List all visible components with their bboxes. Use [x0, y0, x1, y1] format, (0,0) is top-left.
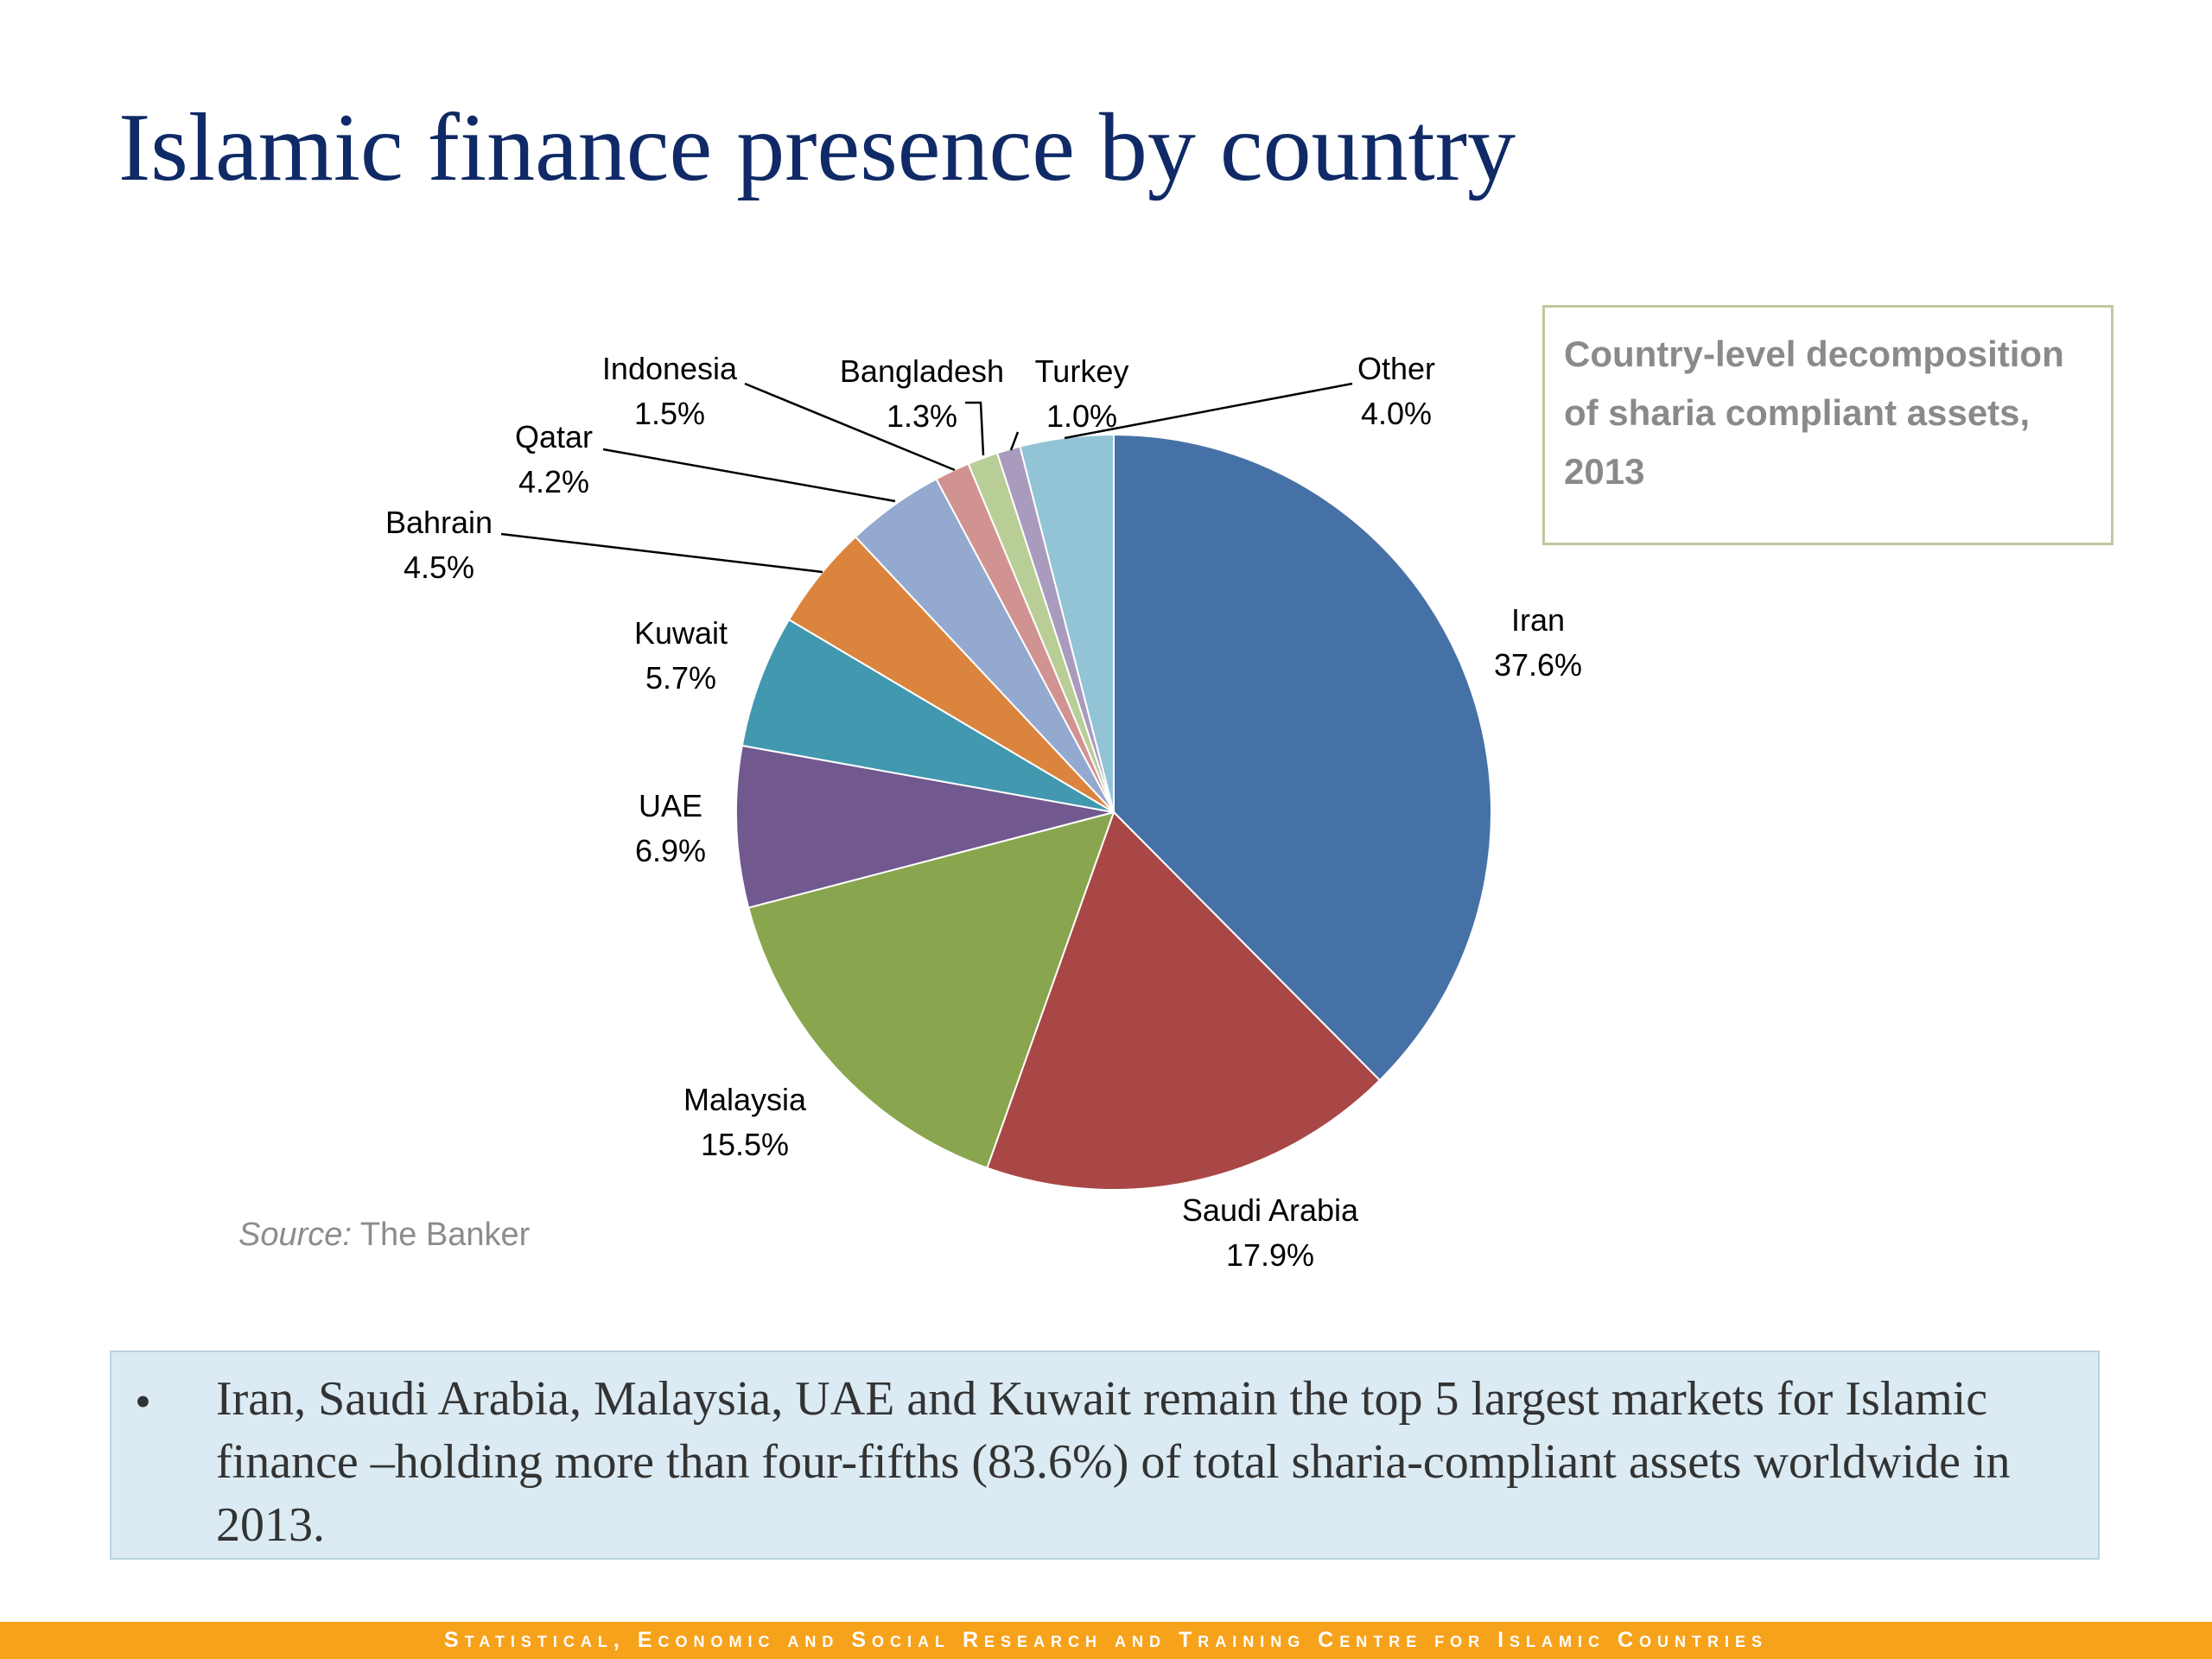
source-text: The Banker — [359, 1217, 531, 1253]
slice-label-bangladesh: Bangladesh — [840, 353, 1004, 389]
pie-slice-kuwait — [741, 618, 1115, 813]
footer-bar: Statistical, Economic and Social Researc… — [0, 1622, 2212, 1659]
slice-label-bahrain: Bahrain — [385, 505, 493, 540]
slice-value-malaysia: 15.5% — [701, 1127, 789, 1162]
slice-label-uae: UAE — [639, 788, 702, 823]
slice-value-bahrain: 4.5% — [404, 550, 474, 585]
slice-value-turkey: 1.0% — [1046, 398, 1117, 434]
source-label: Source: — [238, 1217, 352, 1253]
slice-value-qatar: 4.2% — [518, 464, 589, 499]
chart-caption: Country-level decomposition of sharia co… — [1564, 334, 2064, 492]
key-finding-text: Iran, Saudi Arabia, Malaysia, UAE and Ku… — [216, 1372, 2011, 1552]
slice-label-saudi-arabia: Saudi Arabia — [1182, 1192, 1359, 1228]
leader-line-indonesia — [744, 382, 956, 472]
chart-caption-box: Country-level decomposition of sharia co… — [1542, 305, 2113, 545]
key-finding-box: • Iran, Saudi Arabia, Malaysia, UAE and … — [110, 1351, 2100, 1560]
slice-value-indonesia: 1.5% — [634, 396, 705, 431]
source-note: Source: The Banker — [238, 1217, 530, 1254]
slice-label-iran: Iran — [1511, 602, 1565, 638]
slice-value-saudi-arabia: 17.9% — [1226, 1237, 1314, 1273]
slice-value-iran: 37.6% — [1494, 647, 1582, 683]
slice-label-other: Other — [1357, 351, 1435, 386]
slice-label-kuwait: Kuwait — [634, 615, 728, 651]
pie-slice-uae — [735, 744, 1115, 909]
slice-value-uae: 6.9% — [635, 833, 706, 868]
slice-label-turkey: Turkey — [1035, 353, 1129, 389]
footer-text: Statistical, Economic and Social Researc… — [443, 1628, 1769, 1652]
pie-slice-iran — [1113, 433, 1493, 1082]
pie-slice-malaysia — [747, 810, 1116, 1169]
slice-value-kuwait: 5.7% — [645, 660, 716, 696]
leader-line-turkey — [1009, 431, 1020, 451]
slice-value-other: 4.0% — [1361, 396, 1432, 431]
slice-label-malaysia: Malaysia — [683, 1082, 807, 1117]
bullet-icon: • — [135, 1376, 151, 1427]
leader-line-bangladesh — [965, 401, 985, 456]
leader-line-qatar — [602, 448, 896, 503]
slice-label-indonesia: Indonesia — [602, 351, 738, 386]
leader-line-bahrain — [500, 532, 823, 574]
leader-line-other — [1064, 382, 1353, 440]
pie-slice-saudi-arabia — [986, 810, 1382, 1191]
slice-label-qatar: Qatar — [515, 419, 593, 454]
slice-value-bangladesh: 1.3% — [887, 398, 957, 434]
slide-title: Islamic finance presence by country — [118, 94, 1516, 201]
